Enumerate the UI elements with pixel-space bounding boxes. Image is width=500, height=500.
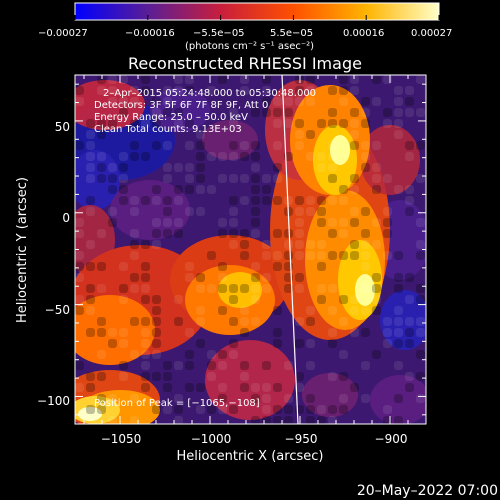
- colorbar-gradient: [74, 2, 440, 21]
- y-tick-label: −50: [45, 303, 70, 317]
- emission-bright: [75, 85, 385, 424]
- y-tick-label: 50: [55, 120, 70, 134]
- colorbar-tick-label: 5.5e−05: [270, 28, 313, 39]
- rhessi-image: [75, 75, 426, 424]
- colorbar-tick-label: 0.00016: [343, 28, 384, 39]
- x-tick-label: −1000: [191, 432, 232, 446]
- peak-position-label: Position of Peak = [−1065,−108]: [94, 398, 260, 409]
- colorbar-units: (photons cm⁻² s⁻¹ asec⁻²): [185, 41, 314, 52]
- x-tick-label: −950: [285, 432, 318, 446]
- y-tick-labels: 50 0 −50 −100: [37, 120, 70, 408]
- x-axis-title: Heliocentric X (arcsec): [177, 449, 324, 464]
- image-texture: [75, 75, 425, 424]
- colorbar: −0.00027 −0.00016 −5.5e−05 5.5e−05 0.000…: [38, 2, 452, 52]
- x-tick-labels: −1050 −1000 −950 −900: [101, 432, 408, 446]
- observation-info: 2–Apr–2015 05:24:48.000 to 05:30:48.000 …: [94, 88, 316, 135]
- footer-date: 20–May–2022 07:00: [357, 483, 498, 499]
- y-axis-title: Heliocentric Y (arcsec): [15, 177, 30, 323]
- colorbar-ticks: [74, 15, 440, 20]
- axis-ticks: [75, 75, 427, 424]
- solar-limb-line: [281, 75, 299, 424]
- y-tick-label: 0: [62, 211, 70, 225]
- y-tick-label: −100: [37, 394, 70, 408]
- info-time-range: 2–Apr–2015 05:24:48.000 to 05:30:48.000: [103, 88, 316, 99]
- colorbar-tick-label: −5.5e−05: [193, 28, 245, 39]
- info-energy-range: Energy Range: 25.0 – 50.0 keV: [94, 112, 248, 123]
- info-detectors: Detectors: 3F 5F 6F 7F 8F 9F, Att 0: [94, 100, 268, 111]
- info-clean-counts: Clean Total counts: 9.13E+03: [94, 124, 242, 135]
- x-tick-label: −1050: [101, 432, 142, 446]
- colorbar-tick-label: −0.00027: [38, 28, 88, 39]
- colorbar-tick-label: 0.00027: [411, 28, 452, 39]
- x-tick-label: −900: [375, 432, 408, 446]
- plot-title: Reconstructed RHESSI Image: [128, 54, 362, 73]
- colorbar-tick-label: −0.00016: [125, 28, 175, 39]
